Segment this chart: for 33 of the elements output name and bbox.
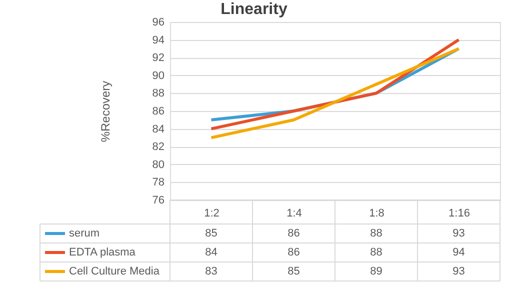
y-tick-label: 96 <box>152 16 164 28</box>
y-tick-label: 76 <box>152 194 164 206</box>
data-label: 84 <box>205 246 218 258</box>
y-tick-label: 80 <box>152 158 164 171</box>
y-tick-label: 86 <box>152 106 164 118</box>
data-label: 88 <box>370 228 382 240</box>
legend-label: EDTA plasma <box>69 246 136 258</box>
y-tick-label: 90 <box>152 70 164 82</box>
data-label: 94 <box>452 246 465 258</box>
x-tick-label: 1:8 <box>369 208 384 220</box>
data-label: 85 <box>288 266 300 278</box>
data-label: 88 <box>370 246 382 258</box>
chart-title: Linearity <box>220 1 288 18</box>
y-tick-label: 94 <box>152 34 164 46</box>
data-label: 89 <box>370 266 382 278</box>
y-tick-label: 78 <box>152 176 164 189</box>
y-tick-label: 84 <box>152 123 164 136</box>
x-tick-label: 1:2 <box>204 208 220 220</box>
data-label: 93 <box>452 228 465 240</box>
data-label: 86 <box>288 246 300 258</box>
data-label: 93 <box>452 266 465 278</box>
data-label: 83 <box>205 266 218 278</box>
y-axis-title: %Recovery <box>98 80 112 142</box>
x-tick-label: 1:16 <box>448 208 470 220</box>
line-series <box>210 47 460 140</box>
legend-label: serum <box>69 228 100 240</box>
y-tick-label: 88 <box>152 88 164 100</box>
data-label: 85 <box>205 228 218 240</box>
y-tick-label: 82 <box>152 141 164 154</box>
x-tick-label: 1:4 <box>286 208 302 220</box>
data-label: 86 <box>288 228 300 240</box>
y-tick-label: 92 <box>152 52 164 64</box>
legend-label: Cell Culture Media <box>69 266 160 278</box>
